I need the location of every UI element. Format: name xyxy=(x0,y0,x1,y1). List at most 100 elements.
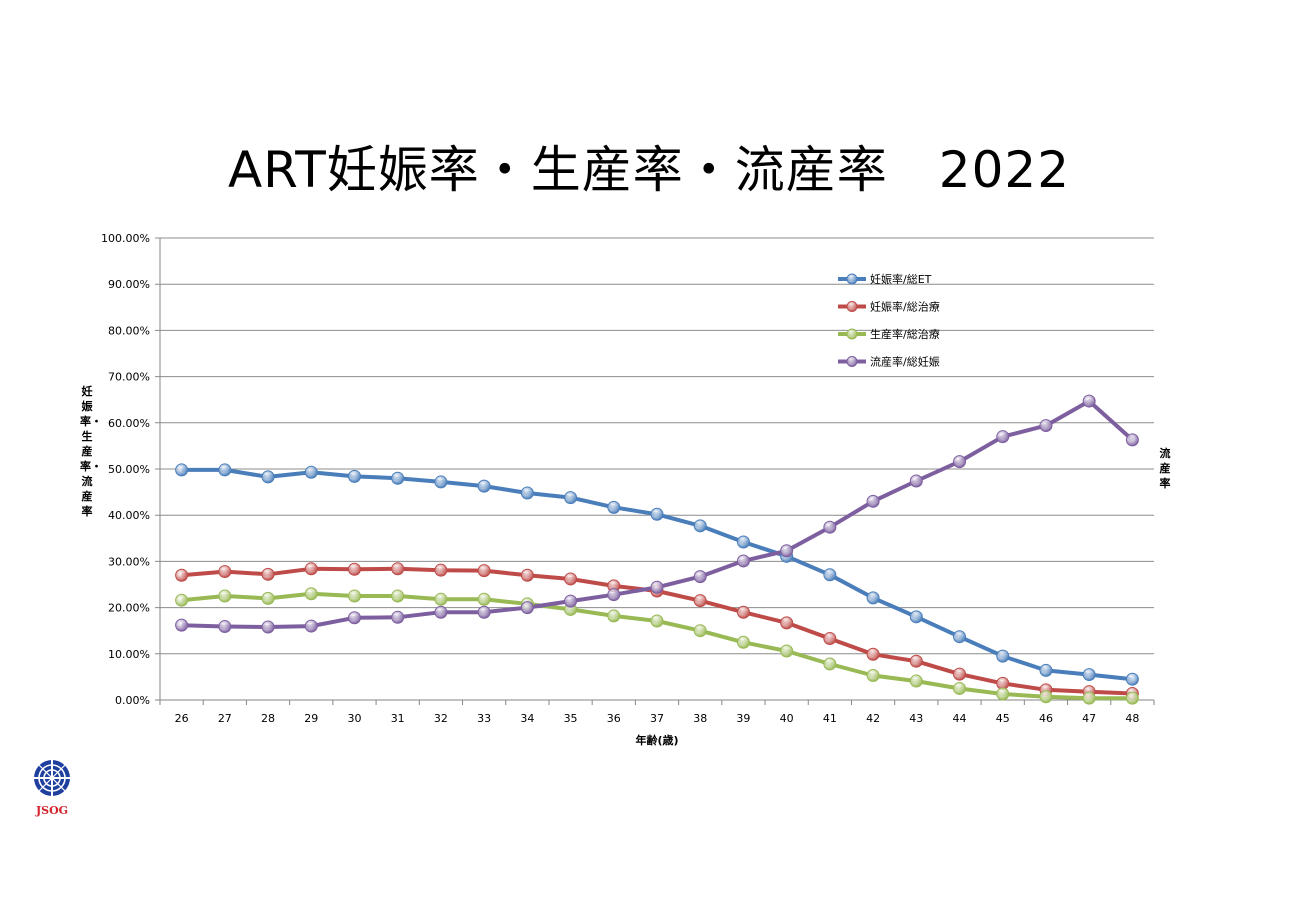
data-point xyxy=(1082,394,1096,408)
y-tick-label: 20.00% xyxy=(108,602,150,615)
data-point xyxy=(650,507,664,521)
data-point xyxy=(996,649,1010,663)
x-tick-label: 47 xyxy=(1082,712,1096,725)
data-point xyxy=(693,570,707,584)
data-point xyxy=(866,591,880,605)
data-point xyxy=(391,562,405,576)
data-point xyxy=(780,544,794,558)
data-point xyxy=(607,588,621,602)
legend-marker xyxy=(846,356,858,367)
data-point xyxy=(1082,668,1096,682)
data-point xyxy=(953,630,967,644)
x-tick-label: 40 xyxy=(780,712,794,725)
data-point xyxy=(823,632,837,646)
data-point xyxy=(434,475,448,489)
data-point xyxy=(564,491,578,505)
data-point xyxy=(434,592,448,606)
data-point xyxy=(607,609,621,623)
data-point xyxy=(261,620,275,634)
y-tick-label: 10.00% xyxy=(108,648,150,661)
data-point xyxy=(909,654,923,668)
data-point xyxy=(866,494,880,508)
x-tick-label: 38 xyxy=(693,712,707,725)
data-point xyxy=(1039,419,1053,433)
data-point xyxy=(693,624,707,638)
y-tick-label: 0.00% xyxy=(115,694,150,707)
data-point xyxy=(736,635,750,649)
y-tick-label: 80.00% xyxy=(108,324,150,337)
data-point xyxy=(304,465,318,479)
data-point xyxy=(218,589,232,603)
data-point xyxy=(1125,691,1139,705)
data-point xyxy=(953,667,967,681)
legend-label: 妊娠率/総ET xyxy=(870,272,932,286)
data-point xyxy=(736,554,750,568)
x-tick-label: 30 xyxy=(347,712,361,725)
data-point xyxy=(520,601,534,615)
y-tick-label: 50.00% xyxy=(108,463,150,476)
data-point xyxy=(347,611,361,625)
data-point xyxy=(391,610,405,624)
data-point xyxy=(304,562,318,576)
data-point xyxy=(693,519,707,533)
data-point xyxy=(391,589,405,603)
legend-label: 妊娠率/総治療 xyxy=(870,300,940,314)
data-point xyxy=(304,619,318,633)
data-point xyxy=(909,474,923,488)
data-point xyxy=(175,618,189,632)
data-point xyxy=(953,681,967,695)
data-point xyxy=(1039,663,1053,677)
y-tick-label: 100.00% xyxy=(101,232,150,245)
x-tick-label: 42 xyxy=(866,712,880,725)
data-point xyxy=(477,592,491,606)
data-point xyxy=(564,594,578,608)
data-point xyxy=(866,669,880,683)
y-tick-label: 70.00% xyxy=(108,371,150,384)
legend-marker xyxy=(846,301,858,312)
chart-title: ART妊娠率・生産率・流産率 2022 xyxy=(227,141,1071,199)
data-point xyxy=(434,563,448,577)
data-point xyxy=(909,610,923,624)
x-tick-label: 37 xyxy=(650,712,664,725)
data-point xyxy=(218,463,232,477)
data-point xyxy=(564,572,578,586)
data-point xyxy=(780,616,794,630)
data-point xyxy=(823,520,837,534)
data-point xyxy=(175,568,189,582)
x-tick-label: 39 xyxy=(736,712,750,725)
data-point xyxy=(650,580,664,594)
x-tick-label: 28 xyxy=(261,712,275,725)
data-point xyxy=(477,479,491,493)
data-point xyxy=(261,591,275,605)
logo-text: JSOG xyxy=(35,804,69,817)
legend-label: 生産率/総治療 xyxy=(870,327,940,341)
data-point xyxy=(996,430,1010,444)
x-tick-label: 26 xyxy=(175,712,189,725)
jsog-emblem-icon xyxy=(34,760,70,796)
data-point xyxy=(218,620,232,634)
x-tick-label: 46 xyxy=(1039,712,1053,725)
x-tick-label: 35 xyxy=(564,712,578,725)
jsog-logo: JSOG xyxy=(30,758,74,817)
data-point xyxy=(693,594,707,608)
legend-label: 流産率/総妊娠 xyxy=(870,355,940,369)
data-point xyxy=(607,500,621,514)
x-tick-label: 45 xyxy=(996,712,1010,725)
data-point xyxy=(391,471,405,485)
data-point xyxy=(736,605,750,619)
data-point xyxy=(175,463,189,477)
data-point xyxy=(477,605,491,619)
x-tick-label: 33 xyxy=(477,712,491,725)
data-point xyxy=(218,565,232,579)
x-tick-label: 31 xyxy=(391,712,405,725)
data-point xyxy=(304,587,318,601)
series-line xyxy=(181,467,1133,682)
data-point xyxy=(1039,690,1053,704)
data-point xyxy=(780,644,794,658)
data-point xyxy=(823,657,837,671)
y-axis-title-right: 流産率 xyxy=(1159,447,1171,490)
x-tick-label: 43 xyxy=(909,712,923,725)
y-tick-label: 30.00% xyxy=(108,555,150,568)
data-point xyxy=(1082,691,1096,705)
